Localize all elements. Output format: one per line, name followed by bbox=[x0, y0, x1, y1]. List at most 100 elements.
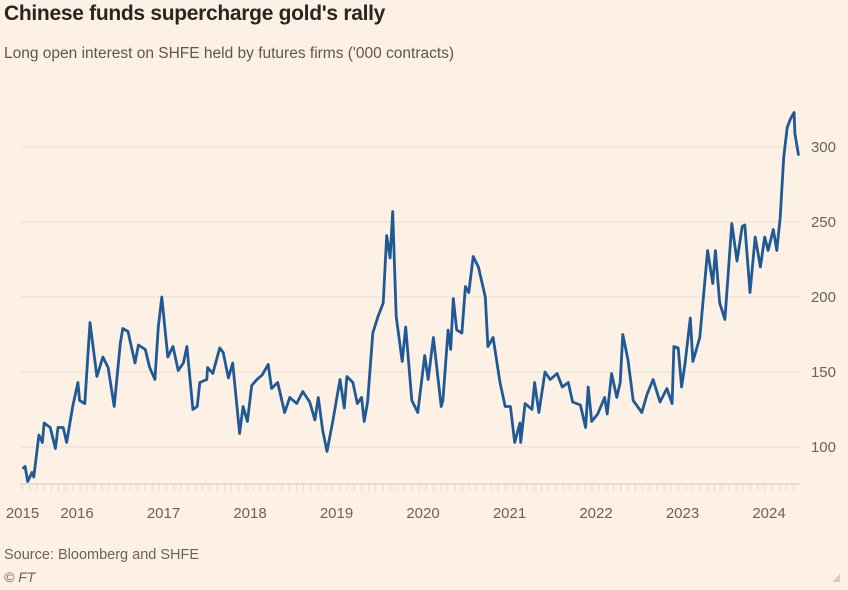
data-point bbox=[776, 249, 778, 252]
data-point bbox=[666, 387, 668, 390]
data-point bbox=[377, 315, 379, 318]
data-point bbox=[447, 329, 449, 331]
data-point bbox=[196, 405, 198, 408]
y-tick-label: 200 bbox=[811, 289, 836, 306]
data-point bbox=[363, 420, 365, 423]
data-point bbox=[401, 360, 403, 363]
data-point bbox=[113, 405, 115, 408]
data-point bbox=[161, 296, 163, 298]
data-point bbox=[632, 399, 634, 402]
data-point bbox=[144, 348, 146, 351]
data-point bbox=[759, 266, 761, 268]
resize-handle-icon bbox=[832, 574, 840, 582]
data-point bbox=[591, 420, 593, 423]
data-point bbox=[72, 405, 74, 408]
y-tick-label: 300 bbox=[811, 139, 836, 156]
data-point bbox=[567, 381, 569, 384]
data-point bbox=[66, 441, 68, 444]
data-point bbox=[360, 396, 363, 399]
series-line bbox=[22, 111, 800, 483]
y-tick-label: 150 bbox=[811, 364, 836, 381]
data-point bbox=[606, 413, 608, 415]
data-point bbox=[477, 266, 479, 268]
data-point bbox=[484, 296, 486, 298]
data-point bbox=[744, 224, 746, 226]
data-point bbox=[102, 356, 104, 358]
data-point bbox=[24, 465, 26, 468]
data-point bbox=[89, 321, 91, 324]
data-point bbox=[504, 405, 506, 408]
data-point bbox=[127, 330, 129, 333]
data-point bbox=[741, 225, 743, 228]
data-point bbox=[641, 411, 643, 414]
data-point bbox=[309, 401, 311, 403]
data-point bbox=[392, 210, 394, 213]
x-tick-label: 2019 bbox=[320, 505, 353, 522]
data-point bbox=[790, 117, 792, 120]
data-point bbox=[579, 404, 582, 406]
data-point bbox=[41, 441, 44, 444]
data-point bbox=[533, 381, 536, 384]
data-point bbox=[754, 236, 756, 238]
data-point bbox=[531, 408, 533, 411]
data-point bbox=[405, 326, 407, 328]
data-point bbox=[43, 422, 45, 424]
data-point bbox=[692, 360, 694, 363]
data-point bbox=[587, 386, 589, 388]
data-point bbox=[232, 362, 234, 364]
data-point bbox=[659, 401, 661, 403]
data-point bbox=[134, 362, 136, 364]
data-point bbox=[684, 362, 686, 364]
data-point bbox=[464, 285, 466, 288]
x-tick-label: 2017 bbox=[147, 505, 180, 522]
data-point bbox=[256, 378, 258, 381]
data-point bbox=[386, 234, 388, 237]
data-point bbox=[49, 426, 51, 429]
data-point bbox=[524, 402, 526, 405]
data-point bbox=[212, 372, 214, 375]
data-point bbox=[277, 381, 279, 384]
data-point bbox=[222, 351, 224, 354]
data-point bbox=[38, 434, 40, 436]
data-point bbox=[346, 375, 348, 378]
data-point bbox=[261, 374, 263, 376]
data-point bbox=[424, 354, 426, 357]
data-point bbox=[794, 132, 796, 135]
data-point bbox=[239, 432, 241, 435]
data-point bbox=[597, 413, 599, 415]
data-point bbox=[219, 347, 221, 349]
data-point bbox=[84, 402, 86, 405]
chart-title: Chinese funds supercharge gold's rally bbox=[4, 2, 386, 25]
data-point bbox=[192, 408, 194, 411]
data-point bbox=[702, 297, 704, 300]
data-point bbox=[610, 372, 613, 375]
data-point bbox=[339, 378, 341, 381]
data-point bbox=[440, 405, 442, 408]
data-point bbox=[509, 405, 511, 408]
data-point bbox=[783, 156, 785, 159]
data-point bbox=[646, 393, 648, 396]
data-point bbox=[450, 348, 452, 351]
data-point bbox=[456, 329, 458, 331]
data-point bbox=[314, 419, 316, 421]
x-tick-label: 2015 bbox=[6, 505, 39, 522]
data-point bbox=[107, 366, 109, 369]
data-point bbox=[177, 369, 179, 372]
data-point bbox=[119, 342, 121, 345]
data-point bbox=[172, 345, 174, 348]
data-point bbox=[520, 441, 522, 444]
data-point bbox=[267, 363, 269, 366]
data-point bbox=[616, 396, 618, 399]
data-point bbox=[673, 345, 675, 348]
data-point bbox=[206, 378, 208, 381]
data-point bbox=[468, 291, 470, 294]
data-point bbox=[712, 282, 714, 285]
data-point bbox=[411, 399, 413, 402]
data-point bbox=[619, 381, 621, 384]
data-point bbox=[137, 344, 140, 346]
data-point bbox=[417, 411, 419, 414]
x-tick-label: 2024 bbox=[752, 505, 785, 522]
data-point bbox=[652, 378, 654, 381]
copyright-note: © FT bbox=[4, 569, 36, 585]
